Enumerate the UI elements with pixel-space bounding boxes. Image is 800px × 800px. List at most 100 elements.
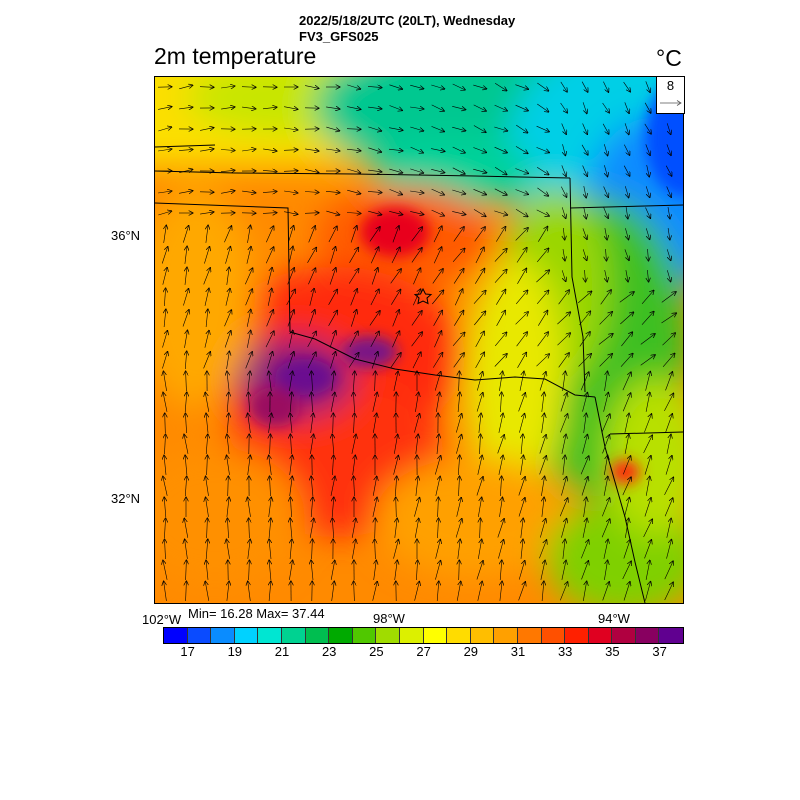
wind-vector — [664, 393, 673, 412]
wind-vector — [351, 309, 356, 327]
wind-vector — [580, 372, 589, 391]
wind-vector — [348, 268, 359, 284]
wind-vector — [368, 170, 382, 172]
colorbar-label-29: 29 — [463, 644, 479, 659]
wind-vector — [247, 330, 250, 348]
wind-vector — [560, 393, 567, 412]
colorbar — [163, 627, 685, 644]
wind-vector — [372, 392, 377, 412]
wind-vector — [242, 149, 256, 151]
wind-vector — [605, 270, 608, 282]
wind-vector — [311, 413, 314, 433]
wind-vector — [433, 310, 443, 326]
wind-vector — [563, 227, 564, 240]
wind-vector — [603, 392, 609, 412]
colorbar-swatch-21 — [659, 628, 684, 643]
wind-vector — [163, 476, 168, 496]
wind-vector — [478, 497, 481, 517]
wind-vector — [624, 413, 629, 433]
colorbar-swatch-15 — [517, 628, 542, 643]
wind-vector — [248, 455, 251, 475]
wind-vector — [328, 310, 338, 326]
wind-vector — [623, 81, 631, 92]
wind-vector — [458, 392, 460, 413]
wind-vector — [267, 267, 272, 285]
colorbar-label-21: 21 — [274, 644, 290, 659]
wind-vector — [666, 186, 672, 198]
wind-vector — [438, 518, 439, 539]
wind-vector — [539, 540, 546, 559]
wind-vector — [581, 561, 589, 580]
wind-vector — [164, 288, 165, 307]
wind-vector — [227, 371, 229, 391]
wind-vector — [284, 191, 298, 193]
wind-vector — [435, 455, 440, 475]
wind-vector — [161, 247, 168, 264]
wind-vector — [351, 518, 356, 538]
wind-vector — [536, 270, 549, 283]
wind-vector — [452, 146, 466, 153]
wind-vector — [558, 290, 570, 305]
wind-vector — [350, 226, 357, 243]
title-model: FV3_GFS025 — [299, 29, 379, 44]
wind-vector — [452, 167, 465, 174]
wind-vector — [353, 371, 354, 392]
wind-vector — [305, 86, 319, 89]
wind-vector — [661, 313, 677, 324]
wind-vector — [644, 414, 651, 433]
wind-vector — [584, 207, 587, 219]
colorbar-swatch-9 — [376, 628, 400, 643]
wind-vector — [393, 371, 398, 391]
wind-vector — [603, 186, 609, 198]
wind-vector — [578, 291, 592, 304]
wind-vector — [186, 560, 187, 581]
wind-vector — [538, 226, 547, 242]
title-date: 2022/5/18/2UTC (20LT), Wednesday — [299, 13, 516, 28]
wind-vector — [372, 581, 378, 601]
wind-vector — [158, 127, 171, 132]
wind-vector — [290, 413, 292, 434]
wind-vector — [267, 288, 272, 306]
colorbar-label-19: 19 — [227, 644, 243, 659]
wind-vector — [456, 434, 461, 454]
colorbar-swatch-11 — [423, 628, 448, 643]
reference-vector-box: 8 — [656, 76, 685, 114]
station-star — [413, 287, 433, 305]
wind-vector — [179, 107, 193, 109]
wind-vector — [165, 434, 166, 455]
wind-vector — [413, 289, 420, 306]
wind-vector — [179, 169, 193, 173]
wind-vector — [494, 146, 508, 153]
wind-vector — [480, 434, 481, 455]
wind-vector — [388, 149, 403, 151]
wind-vector — [184, 330, 188, 348]
wind-vector — [312, 539, 313, 560]
wind-vector — [516, 332, 528, 347]
wind-vector — [431, 104, 445, 111]
wind-vector — [580, 456, 589, 475]
wind-vector — [518, 477, 525, 496]
wind-vector — [184, 518, 189, 538]
wind-vector — [164, 497, 166, 518]
wind-vector — [371, 268, 378, 285]
wind-vector — [625, 228, 628, 240]
colorbar-swatch-17 — [565, 628, 589, 643]
wind-vector — [269, 581, 271, 602]
wind-vector — [582, 228, 587, 239]
wind-vector — [326, 149, 340, 151]
colorbar-label-31: 31 — [510, 644, 526, 659]
wind-vector — [515, 146, 528, 153]
wind-vector — [246, 246, 251, 264]
wind-vector — [346, 213, 361, 214]
wind-vector — [284, 107, 298, 110]
wind-vector — [432, 290, 443, 305]
wind-vector — [539, 372, 546, 391]
wind-vector — [479, 413, 481, 433]
wind-vector — [415, 392, 418, 412]
wind-vector — [165, 413, 166, 434]
wind-vector — [349, 247, 359, 263]
wind-vector — [500, 392, 501, 413]
wind-vector — [228, 476, 229, 497]
wind-vector — [412, 352, 421, 369]
wind-vector — [349, 331, 358, 348]
